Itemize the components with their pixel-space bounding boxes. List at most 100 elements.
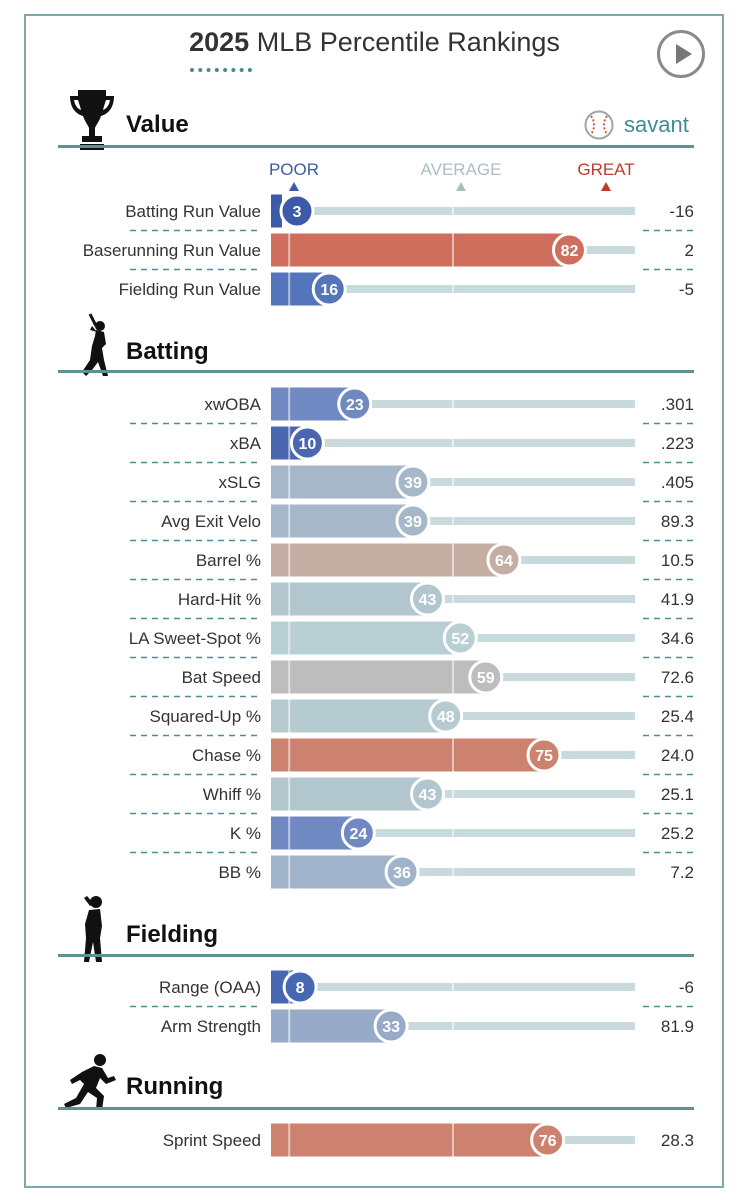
scale-average: AVERAGE <box>401 160 521 191</box>
percentile-marker <box>410 581 446 617</box>
metric-row: 39 xSLG .405 <box>130 464 694 503</box>
percentile-bar <box>271 699 446 733</box>
card-frame <box>24 14 724 1188</box>
metric-row: 43 Hard-Hit % 41.9 <box>130 581 694 620</box>
scale-poor: POOR <box>234 160 354 191</box>
percentile-marker <box>410 776 446 812</box>
percentile-label: 33 <box>382 1019 400 1036</box>
metric-value: 25.1 <box>661 785 694 804</box>
percentile-bar <box>271 1123 548 1157</box>
section-title-batting: Batting <box>126 338 209 365</box>
percentile-bar <box>271 1009 392 1043</box>
percentile-marker <box>337 386 373 422</box>
percentile-label: 64 <box>495 553 513 570</box>
section-title-running: Running <box>126 1073 224 1100</box>
section-line-batting <box>58 370 694 373</box>
triangle-up-icon <box>601 182 611 191</box>
percentile-bar <box>271 582 428 616</box>
metric-row: 82 Baserunning Run Value 2 <box>83 232 694 271</box>
percentile-label: 39 <box>404 514 422 531</box>
percentile-label: 59 <box>477 670 495 687</box>
fielder-icon <box>84 896 102 962</box>
metric-row: 16 Fielding Run Value -5 <box>119 271 694 307</box>
percentile-label: 8 <box>296 980 305 997</box>
percentile-label: 52 <box>451 631 469 648</box>
triangle-up-icon <box>289 182 299 191</box>
percentile-marker <box>282 969 318 1005</box>
metric-row: 10 xBA .223 <box>130 425 694 464</box>
metric-value: .223 <box>661 434 694 453</box>
percentile-bar <box>271 543 504 577</box>
percentile-marker <box>384 854 420 890</box>
metric-label: xwOBA <box>204 395 261 414</box>
percentile-marker <box>428 698 464 734</box>
runner-icon <box>64 1054 116 1110</box>
metric-value: -5 <box>679 280 694 299</box>
metric-value: 89.3 <box>661 512 694 531</box>
savant-logo-text: savant <box>624 112 689 137</box>
percentile-label: 24 <box>349 826 367 843</box>
percentile-label: 3 <box>293 204 302 221</box>
batter-icon <box>82 313 108 376</box>
section-title-value: Value <box>126 111 189 138</box>
percentile-label: 75 <box>535 748 553 765</box>
metric-row: 43 Whiff % 25.1 <box>130 776 694 815</box>
baseball-icon <box>584 110 614 140</box>
percentile-bar <box>271 233 570 267</box>
percentile-marker <box>530 1122 566 1158</box>
metric-value: 10.5 <box>661 551 694 570</box>
metric-value: 24.0 <box>661 746 694 765</box>
page-title: 2025 MLB Percentile Rankings <box>0 27 749 58</box>
metric-row: 76 Sprint Speed 28.3 <box>163 1122 694 1158</box>
percentile-marker <box>311 271 347 307</box>
metric-row: 36 BB % 7.2 <box>218 854 694 890</box>
metric-row: 48 Squared-Up % 25.4 <box>130 698 694 737</box>
metric-label: Bat Speed <box>182 668 261 687</box>
metric-row: 75 Chase % 24.0 <box>130 737 694 776</box>
metric-label: Chase % <box>192 746 261 765</box>
metric-value: -6 <box>679 978 694 997</box>
percentile-marker <box>395 503 431 539</box>
title-underline <box>190 68 252 72</box>
metric-row: 24 K % 25.2 <box>130 815 694 854</box>
percentile-bar <box>271 660 486 694</box>
play-button[interactable] <box>657 30 705 78</box>
scale-poor-label: POOR <box>268 160 320 179</box>
metric-value: 81.9 <box>661 1017 694 1036</box>
metric-value: .301 <box>661 395 694 414</box>
metric-label: Range (OAA) <box>159 978 261 997</box>
metric-label: xSLG <box>218 473 261 492</box>
percentile-marker <box>395 464 431 500</box>
metric-label: Sprint Speed <box>163 1131 261 1150</box>
section-line-running <box>58 1107 694 1110</box>
percentile-bar <box>271 855 403 889</box>
percentile-label: 36 <box>393 865 411 882</box>
metric-label: LA Sweet-Spot % <box>129 629 261 648</box>
percentile-label: 16 <box>320 282 338 299</box>
percentile-marker <box>468 659 504 695</box>
metric-label: Baserunning Run Value <box>83 241 261 260</box>
metric-label: xBA <box>230 434 262 453</box>
percentile-label: 82 <box>561 243 579 260</box>
metric-row: 64 Barrel % 10.5 <box>130 542 694 581</box>
metric-value: 25.4 <box>661 707 694 726</box>
percentile-bar <box>271 777 428 811</box>
percentile-label: 43 <box>419 592 437 609</box>
triangle-up-icon <box>456 182 466 191</box>
percentile-label: 39 <box>404 475 422 492</box>
section-line-fielding <box>58 954 694 957</box>
percentile-label: 23 <box>346 397 364 414</box>
title-text: MLB Percentile Rankings <box>256 27 560 57</box>
percentile-label: 48 <box>437 709 455 726</box>
scale-great: GREAT <box>546 160 666 191</box>
metric-row: 8 Range (OAA) -6 <box>130 969 694 1008</box>
metric-value: 34.6 <box>661 629 694 648</box>
metric-label: Squared-Up % <box>149 707 261 726</box>
percentile-marker <box>486 542 522 578</box>
metric-value: .405 <box>661 473 694 492</box>
metric-value: 28.3 <box>661 1131 694 1150</box>
metric-label: Hard-Hit % <box>178 590 261 609</box>
title-year: 2025 <box>189 27 250 57</box>
percentile-bar <box>271 738 544 772</box>
